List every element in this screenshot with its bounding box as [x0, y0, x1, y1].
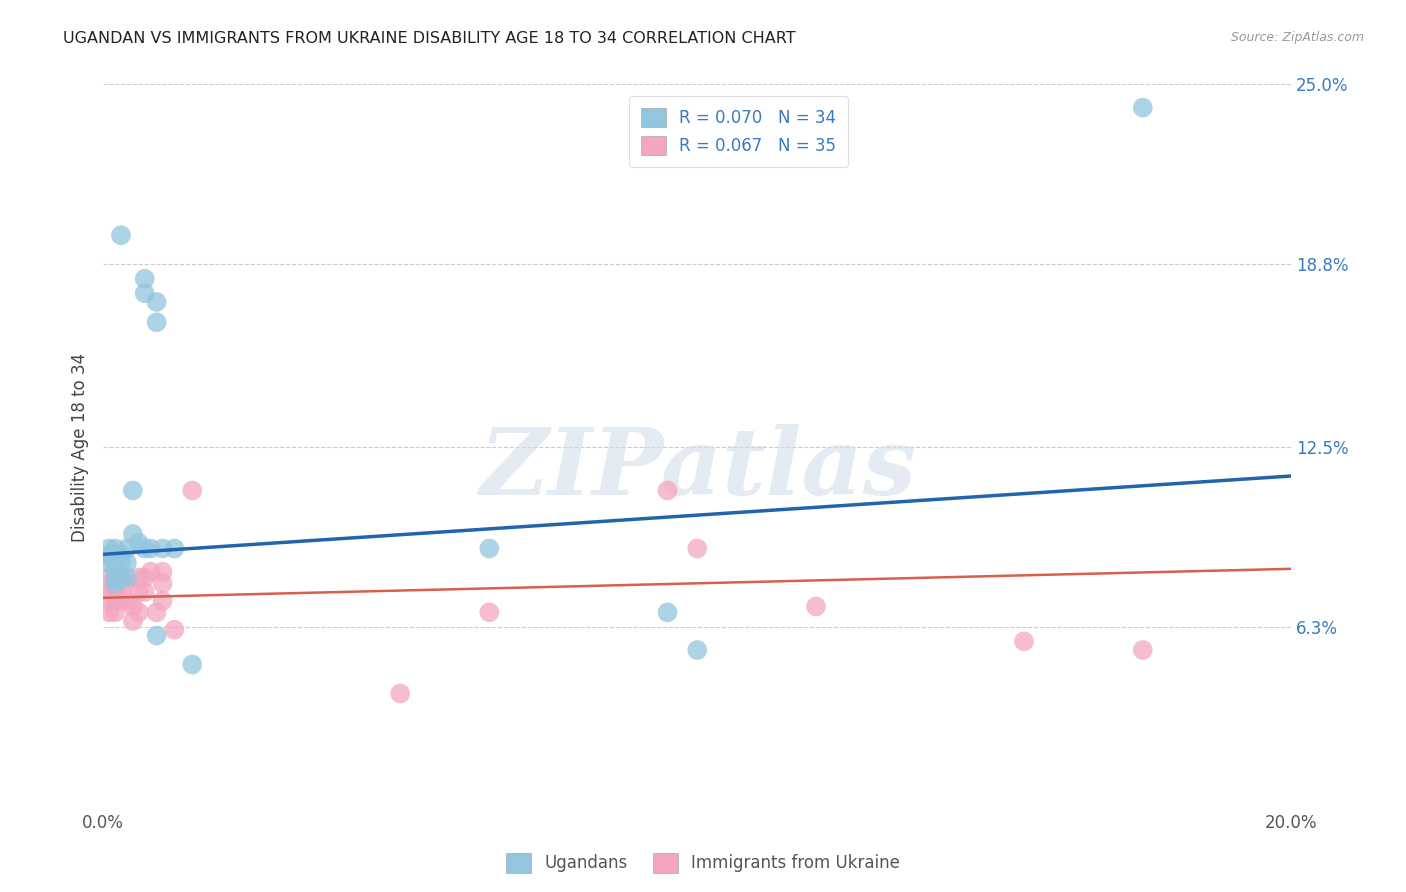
Point	[115, 570, 138, 584]
Point	[115, 556, 138, 570]
Point	[139, 541, 162, 556]
Point	[98, 570, 121, 584]
Point	[686, 541, 709, 556]
Point	[145, 315, 167, 329]
Point	[98, 541, 121, 556]
Point	[478, 605, 501, 619]
Point	[104, 593, 127, 607]
Legend: Ugandans, Immigrants from Ukraine: Ugandans, Immigrants from Ukraine	[499, 847, 907, 880]
Point	[110, 228, 132, 243]
Point	[104, 553, 127, 567]
Point	[1132, 643, 1154, 657]
Point	[98, 550, 121, 565]
Point	[115, 593, 138, 607]
Point	[98, 585, 121, 599]
Point	[128, 570, 150, 584]
Point	[104, 570, 127, 584]
Point	[104, 576, 127, 591]
Point	[121, 483, 143, 498]
Point	[1012, 634, 1035, 648]
Point	[104, 576, 127, 591]
Point	[134, 570, 156, 584]
Point	[110, 576, 132, 591]
Point	[115, 541, 138, 556]
Point	[104, 562, 127, 576]
Point	[163, 623, 186, 637]
Point	[134, 272, 156, 286]
Point	[134, 541, 156, 556]
Point	[145, 605, 167, 619]
Point	[98, 605, 121, 619]
Point	[110, 547, 132, 561]
Point	[389, 686, 412, 700]
Point	[657, 605, 679, 619]
Point	[152, 565, 174, 579]
Point	[121, 527, 143, 541]
Point	[98, 593, 121, 607]
Text: ZIPatlas: ZIPatlas	[478, 424, 915, 514]
Point	[163, 541, 186, 556]
Point	[110, 570, 132, 584]
Point	[134, 286, 156, 301]
Point	[145, 628, 167, 642]
Y-axis label: Disability Age 18 to 34: Disability Age 18 to 34	[72, 352, 89, 541]
Text: Source: ZipAtlas.com: Source: ZipAtlas.com	[1230, 31, 1364, 45]
Point	[152, 593, 174, 607]
Point	[121, 599, 143, 614]
Text: UGANDAN VS IMMIGRANTS FROM UKRAINE DISABILITY AGE 18 TO 34 CORRELATION CHART: UGANDAN VS IMMIGRANTS FROM UKRAINE DISAB…	[63, 31, 796, 46]
Point	[104, 570, 127, 584]
Point	[98, 556, 121, 570]
Point	[181, 483, 204, 498]
Point	[128, 585, 150, 599]
Legend: R = 0.070   N = 34, R = 0.067   N = 35: R = 0.070 N = 34, R = 0.067 N = 35	[630, 96, 848, 167]
Point	[104, 605, 127, 619]
Point	[98, 576, 121, 591]
Point	[686, 643, 709, 657]
Point	[657, 483, 679, 498]
Point	[804, 599, 827, 614]
Point	[139, 565, 162, 579]
Point	[478, 541, 501, 556]
Point	[1132, 101, 1154, 115]
Point	[128, 535, 150, 549]
Point	[104, 541, 127, 556]
Point	[134, 585, 156, 599]
Point	[110, 556, 132, 570]
Point	[104, 585, 127, 599]
Point	[98, 547, 121, 561]
Point	[115, 576, 138, 591]
Point	[181, 657, 204, 672]
Point	[121, 614, 143, 628]
Point	[152, 576, 174, 591]
Point	[110, 593, 132, 607]
Point	[152, 541, 174, 556]
Point	[145, 295, 167, 310]
Point	[104, 547, 127, 561]
Point	[128, 605, 150, 619]
